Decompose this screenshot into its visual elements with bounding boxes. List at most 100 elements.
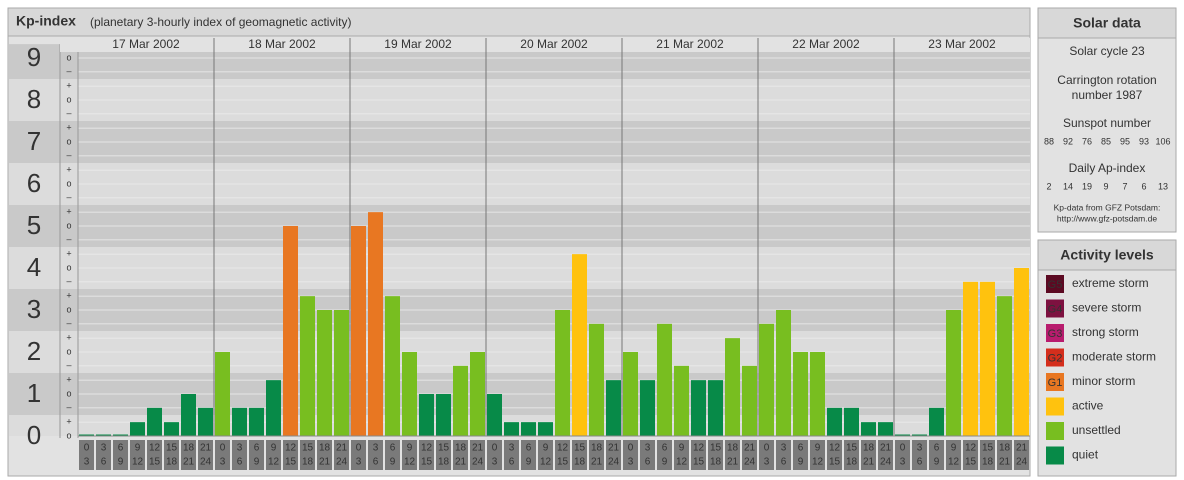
hour-end: 3 [764,457,770,468]
bar [402,352,417,436]
levels-title-bar [1037,239,1177,271]
hour-box [725,440,740,470]
hour-end: 12 [132,457,144,468]
hour-start: 3 [237,443,243,454]
minor-tick-label: – [66,234,71,244]
hour-end: 6 [373,457,379,468]
hour-end: 3 [84,457,90,468]
hour-box [164,440,179,470]
hour-end: 9 [798,457,804,468]
minor-tick-label: + [66,333,71,343]
hour-box [810,440,825,470]
hour-box [504,440,519,470]
hour-box [980,440,995,470]
solar-title: Solar data [1073,15,1141,31]
minor-tick-label: + [66,375,71,385]
bar [657,323,672,436]
hour-end: 12 [404,457,416,468]
level-label: moderate storm [1072,350,1156,364]
carrington: Carrington rotation [1057,73,1156,87]
level-code: G5 [1048,279,1063,291]
bar [606,380,621,436]
bar [453,365,468,436]
hour-box [232,440,247,470]
bar [963,281,978,436]
minor-tick-label: o [66,388,71,398]
bar [351,226,366,436]
solar-number: 92 [1063,136,1073,146]
hour-end: 9 [934,457,940,468]
hour-box [181,440,196,470]
hour-box [487,440,502,470]
hour-end: 15 [965,457,977,468]
hour-box [368,440,383,470]
minor-tick-label: – [66,108,71,118]
bar [504,422,519,436]
level-swatch [1046,422,1064,440]
date-label: 19 Mar 2002 [384,37,452,51]
hour-box [827,440,842,470]
hour-start: 12 [829,443,841,454]
level-swatch [1046,324,1064,342]
hour-end: 12 [540,457,552,468]
y-tick-label: 4 [27,252,41,282]
hour-start: 9 [951,443,957,454]
hour-box [402,440,417,470]
minor-tick-label: – [66,360,71,370]
hour-start: 15 [438,443,450,454]
hour-box [198,440,213,470]
hour-start: 18 [183,443,195,454]
hour-start: 18 [863,443,875,454]
date-label: 18 Mar 2002 [248,37,316,51]
hour-end: 12 [812,457,824,468]
level-code: G2 [1048,352,1063,364]
ap-title: Daily Ap-index [1069,161,1146,175]
bar [844,407,859,436]
bar [742,365,757,436]
hour-box [912,440,927,470]
date-label: 20 Mar 2002 [520,37,588,51]
level-label: unsettled [1072,423,1121,437]
level-label: severe storm [1072,301,1141,315]
hour-end: 9 [390,457,396,468]
hour-start: 15 [302,443,314,454]
bar [487,394,502,436]
bar [640,380,655,436]
bar [164,422,179,436]
bar [198,407,213,436]
solar-number: 6 [1141,181,1146,191]
minor-tick-label: o [66,52,71,62]
hour-box [776,440,791,470]
minor-tick-label: + [66,165,71,175]
hour-end: 9 [254,457,260,468]
hour-end: 21 [591,457,603,468]
hour-start: 3 [917,443,923,454]
bar [436,394,451,436]
minor-tick-label: o [66,220,71,230]
date-header [60,38,1030,52]
solar-number: 7 [1122,181,1127,191]
bar [300,296,315,436]
bar [997,296,1012,436]
minor-tick-label: o [66,178,71,188]
hour-start: 15 [710,443,722,454]
hour-start: 6 [390,443,396,454]
level-swatch [1046,275,1064,293]
hour-box [113,440,128,470]
bar [589,323,604,436]
hour-end: 15 [557,457,569,468]
solar-number: 85 [1101,136,1111,146]
hour-start: 9 [135,443,141,454]
hour-start: 6 [254,443,260,454]
minor-tick-label: – [66,402,71,412]
bar [1014,268,1029,436]
bar [130,422,145,436]
hour-box [470,440,485,470]
hour-start: 6 [662,443,668,454]
hour-start: 15 [166,443,178,454]
hour-start: 15 [574,443,586,454]
bar [776,310,791,436]
bar [538,422,553,436]
bar [759,323,774,436]
